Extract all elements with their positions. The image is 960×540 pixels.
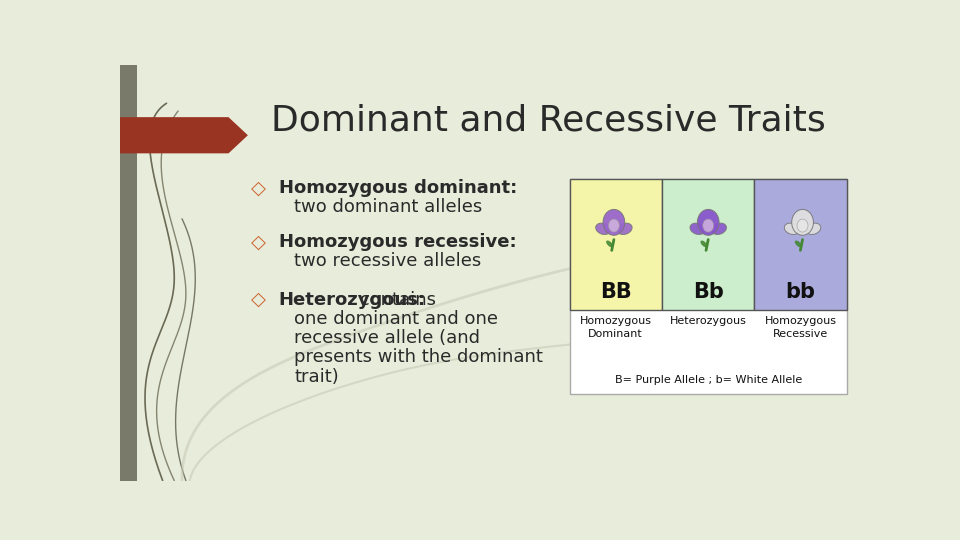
Text: Heterozygous: Heterozygous xyxy=(670,316,747,326)
Bar xyxy=(569,179,847,394)
Text: Homozygous dominant:: Homozygous dominant: xyxy=(278,179,517,197)
Ellipse shape xyxy=(697,210,719,235)
Text: contains: contains xyxy=(354,291,437,309)
Text: one dominant and one: one dominant and one xyxy=(295,310,498,328)
Text: Homozygous: Homozygous xyxy=(765,316,837,326)
Ellipse shape xyxy=(703,219,713,232)
Text: Dominant: Dominant xyxy=(588,329,643,339)
Ellipse shape xyxy=(711,223,727,234)
Ellipse shape xyxy=(609,219,619,232)
Ellipse shape xyxy=(701,240,708,247)
Text: Homozygous: Homozygous xyxy=(580,316,652,326)
Ellipse shape xyxy=(690,223,705,234)
Text: two recessive alleles: two recessive alleles xyxy=(295,252,482,270)
Ellipse shape xyxy=(806,223,821,234)
Text: Bb: Bb xyxy=(693,282,724,302)
Polygon shape xyxy=(120,117,248,153)
Ellipse shape xyxy=(617,223,632,234)
Ellipse shape xyxy=(603,210,625,235)
Bar xyxy=(120,65,137,481)
Bar xyxy=(662,179,755,309)
Ellipse shape xyxy=(595,223,611,234)
Text: BB: BB xyxy=(600,282,632,302)
Text: trait): trait) xyxy=(295,368,339,386)
Ellipse shape xyxy=(797,219,808,232)
Text: recessive allele (and: recessive allele (and xyxy=(295,329,480,347)
Text: Heterozygous:: Heterozygous: xyxy=(278,291,426,309)
Text: ◇: ◇ xyxy=(251,179,266,198)
Bar xyxy=(569,179,662,309)
Text: Dominant and Recessive Traits: Dominant and Recessive Traits xyxy=(271,103,826,137)
Text: two dominant alleles: two dominant alleles xyxy=(295,198,483,216)
Ellipse shape xyxy=(606,240,613,247)
Text: Recessive: Recessive xyxy=(773,329,828,339)
Text: ◇: ◇ xyxy=(251,232,266,252)
Text: B= Purple Allele ; b= White Allele: B= Purple Allele ; b= White Allele xyxy=(614,375,802,385)
Ellipse shape xyxy=(795,240,802,247)
Text: bb: bb xyxy=(785,282,816,302)
Text: presents with the dominant: presents with the dominant xyxy=(295,348,543,367)
Ellipse shape xyxy=(784,223,799,234)
Bar xyxy=(755,179,847,309)
Text: ◇: ◇ xyxy=(251,290,266,309)
Ellipse shape xyxy=(792,210,813,235)
Text: Homozygous recessive:: Homozygous recessive: xyxy=(278,233,516,251)
